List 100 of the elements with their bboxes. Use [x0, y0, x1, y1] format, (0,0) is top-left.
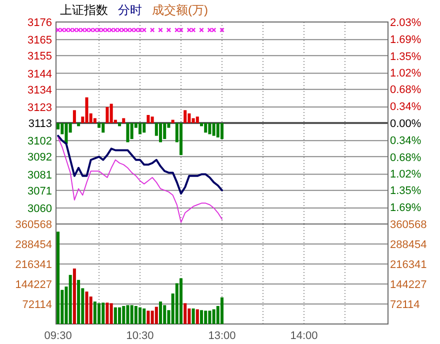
y2-tick-label: 0.34% — [390, 101, 422, 114]
bar — [110, 303, 113, 324]
bar — [130, 305, 134, 324]
text: 成交额(万) — [152, 3, 208, 17]
bar — [220, 123, 224, 140]
y2-tick-label: 2.03% — [390, 17, 422, 29]
chart-subtitle: 分时 — [118, 3, 142, 17]
bar — [122, 306, 126, 324]
bar — [68, 274, 72, 324]
y-tick-label: 3102 — [28, 136, 52, 148]
bar — [208, 123, 212, 134]
bar — [106, 106, 109, 123]
y-tick-label: 3134 — [28, 84, 52, 96]
bar — [134, 306, 138, 324]
y2-tick-label: 1.69% — [390, 34, 422, 46]
bar — [142, 308, 146, 324]
line-series — [58, 136, 222, 223]
bar — [150, 310, 154, 324]
bar — [85, 292, 88, 324]
y2-tick-label: 72114 — [390, 299, 420, 311]
bar — [77, 280, 80, 324]
y-tick-label: 3155 — [28, 50, 52, 63]
y2-tick-label: 1.35% — [390, 185, 422, 198]
bar — [102, 123, 105, 133]
bar — [142, 123, 146, 133]
bar — [216, 123, 220, 138]
bar — [56, 232, 60, 324]
bar — [146, 114, 150, 123]
bar — [118, 123, 122, 126]
bar — [192, 308, 195, 324]
bar — [72, 110, 76, 123]
y2-tick-label: 216341 — [390, 259, 427, 271]
bar — [72, 268, 76, 324]
bar — [98, 303, 101, 324]
bar — [64, 123, 68, 144]
y2-tick-label: 1.02% — [390, 168, 422, 181]
bar — [204, 310, 208, 324]
chart-title: 上证指数 — [60, 3, 108, 17]
bar — [171, 120, 174, 123]
y-tick-label: 3092 — [28, 152, 52, 164]
x-tick-label: 10:30 — [126, 330, 154, 342]
y-tick-label: 3081 — [28, 169, 52, 182]
bar — [126, 305, 130, 324]
bar — [106, 302, 109, 324]
y-tick-label: 3176 — [28, 17, 52, 29]
bar — [154, 306, 158, 324]
y2-tick-label: 1.35% — [390, 50, 422, 63]
bar — [188, 113, 191, 123]
bar — [138, 307, 142, 324]
bar — [77, 123, 80, 126]
y-tick-label: 3113 — [28, 118, 52, 130]
y2-tick-label: 0.00% — [390, 118, 422, 130]
bar — [118, 307, 122, 324]
bar — [212, 309, 216, 324]
bar — [200, 310, 204, 324]
bar — [184, 110, 187, 123]
bar — [102, 302, 105, 324]
bar — [130, 123, 134, 140]
bar — [204, 123, 208, 133]
x-tick-label: 13:00 — [208, 330, 236, 342]
bar — [180, 123, 183, 156]
bar — [163, 305, 166, 324]
y-tick-label: 3071 — [28, 185, 52, 198]
y-tick-label: 3123 — [28, 102, 52, 114]
bar — [196, 116, 199, 123]
line-series — [57, 134, 223, 195]
bar — [180, 278, 183, 324]
y-tick-label: 144227 — [15, 279, 52, 291]
y2-tick-label: 144227 — [390, 279, 427, 291]
y-tick-label: 3144 — [28, 68, 52, 80]
bar — [159, 123, 162, 142]
y-tick-label: 3060 — [28, 202, 52, 215]
bar — [184, 303, 187, 324]
bar — [85, 97, 88, 123]
bar — [159, 302, 162, 324]
y2-tick-label: 0.68% — [390, 152, 422, 164]
y-tick-label: 360568 — [15, 219, 52, 231]
y2-tick-label: 360568 — [390, 219, 427, 231]
bar — [196, 309, 199, 324]
bar — [220, 297, 224, 324]
bar — [138, 123, 142, 134]
y-tick-label: 72114 — [22, 299, 52, 311]
bar — [212, 123, 216, 136]
bar — [110, 104, 113, 123]
y2-tick-label: 0.34% — [390, 134, 422, 147]
bar — [126, 123, 130, 142]
x-tick-label: 14:00 — [290, 330, 318, 342]
y2-tick-label: 0.68% — [390, 84, 422, 96]
bar — [114, 307, 117, 324]
bar — [122, 118, 126, 123]
bar — [150, 116, 154, 123]
y-tick-label: 3165 — [28, 34, 52, 47]
x-tick-label: 09:30 — [44, 330, 72, 342]
bar — [208, 310, 212, 324]
y-tick-label: 288454 — [15, 239, 52, 251]
bar — [163, 123, 166, 140]
y-tick-label: 216341 — [15, 259, 52, 271]
y2-tick-label: 1.02% — [390, 67, 422, 80]
bar — [146, 310, 150, 324]
y2-tick-label: 1.69% — [390, 202, 422, 214]
